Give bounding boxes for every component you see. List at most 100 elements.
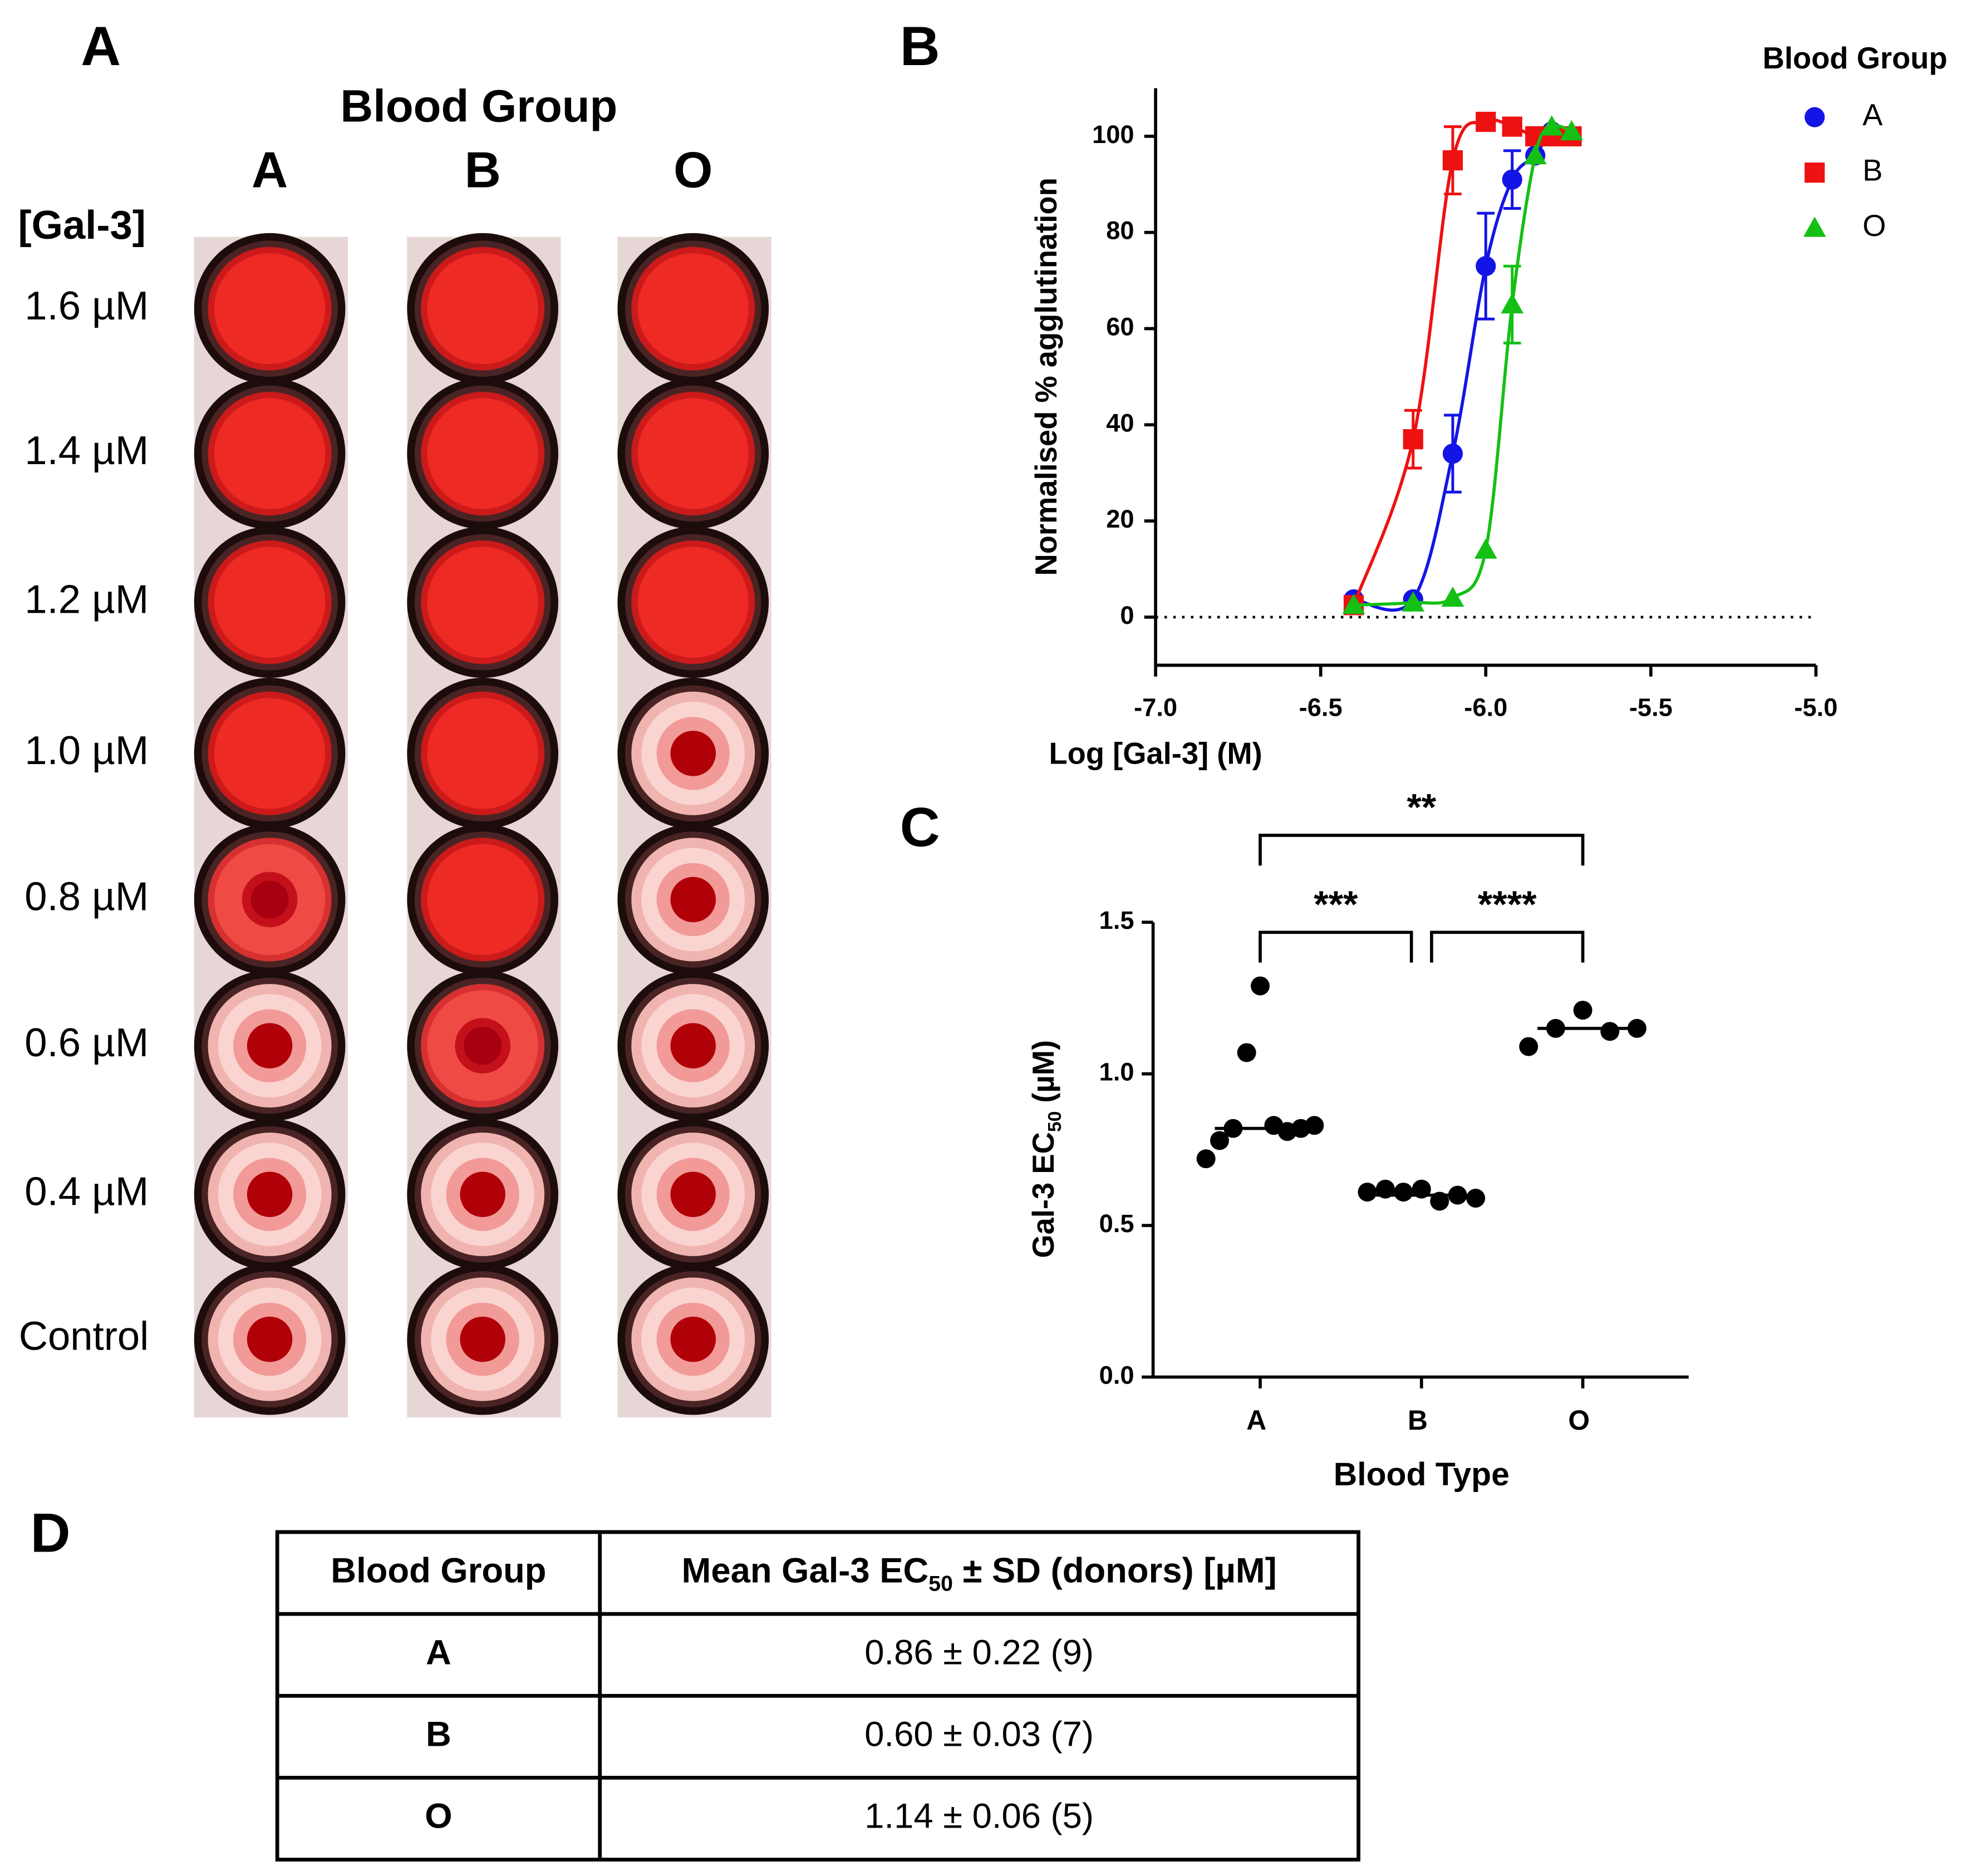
- point: [1358, 1183, 1377, 1202]
- row-label: 0.8 µM: [24, 874, 149, 919]
- y-tick-label: 60: [1106, 312, 1134, 341]
- point: [1523, 144, 1547, 165]
- point: [1560, 120, 1583, 141]
- x-tick-label: -6.5: [1299, 693, 1343, 722]
- panel-label: B: [900, 16, 940, 77]
- point: [1803, 216, 1826, 237]
- table-cell: 0.86 ± 0.22 (9): [864, 1633, 1094, 1672]
- point: [1251, 976, 1270, 996]
- plate-title: Blood Group: [340, 81, 617, 131]
- point: [1519, 1037, 1538, 1056]
- legend-title: Blood Group: [1763, 41, 1948, 75]
- significance-bracket: [1259, 930, 1413, 963]
- legend-marker: [1805, 163, 1825, 183]
- point: [1342, 593, 1365, 614]
- row-label: 1.0 µM: [24, 728, 149, 773]
- y-tick-label: 0.5: [1099, 1209, 1134, 1238]
- label-part: Mean Gal-3 EC: [682, 1551, 929, 1590]
- table-cell: A: [426, 1633, 451, 1672]
- label-part: 50: [928, 1572, 953, 1596]
- well: [214, 546, 326, 658]
- legend-marker: [1805, 107, 1825, 127]
- row-label: 1.2 µM: [24, 577, 149, 622]
- y-axis-label: Gal-3 EC50 (µM): [1027, 1040, 1066, 1258]
- well-button: [460, 1316, 505, 1362]
- x-axis-label: Blood Type: [1334, 1456, 1510, 1493]
- x-tick-label: -6.0: [1464, 693, 1507, 722]
- well: [427, 253, 538, 365]
- y-tick-label: 0: [1120, 601, 1134, 629]
- well-button: [670, 731, 716, 776]
- point: [1305, 1116, 1324, 1135]
- fit-line: [1353, 129, 1572, 612]
- row-label: 0.4 µM: [24, 1169, 149, 1214]
- x-tick-label: O: [1568, 1405, 1590, 1436]
- well-button: [460, 1171, 505, 1217]
- significance-label: ****: [1478, 884, 1537, 925]
- table-header: Blood Group: [331, 1551, 546, 1590]
- x-tick-label: B: [1408, 1405, 1428, 1436]
- point: [1540, 115, 1564, 136]
- legend-label: B: [1862, 154, 1882, 188]
- y-tick-label: 1.5: [1099, 906, 1134, 934]
- table-cell: 1.14 ± 0.06 (5): [864, 1797, 1094, 1836]
- well-button: [670, 1023, 716, 1069]
- table-cell: 0.60 ± 0.03 (7): [864, 1715, 1094, 1754]
- y-tick-label: 0.0: [1099, 1361, 1134, 1389]
- point: [1402, 591, 1425, 612]
- row-label: 1.6 µM: [24, 283, 149, 328]
- well: [637, 398, 749, 509]
- label-part: Gal-3 EC: [1027, 1132, 1061, 1258]
- x-tick-label: -7.0: [1134, 693, 1177, 722]
- x-tick-label: -5.0: [1794, 693, 1837, 722]
- label-part: (µM): [1027, 1040, 1061, 1111]
- well: [427, 844, 538, 956]
- point: [1502, 169, 1522, 190]
- column-label: O: [674, 142, 712, 198]
- point: [1466, 1189, 1486, 1208]
- row-header: [Gal-3]: [18, 203, 146, 248]
- panel-label: C: [900, 797, 940, 859]
- y-tick-label: 40: [1106, 408, 1134, 437]
- point: [1441, 587, 1464, 607]
- point: [1805, 163, 1825, 183]
- well-button: [670, 877, 716, 923]
- well: [637, 253, 749, 365]
- y-tick-label: 20: [1106, 505, 1134, 533]
- column-label: A: [252, 142, 288, 198]
- point: [1237, 1043, 1256, 1062]
- well: [427, 398, 538, 509]
- well-button: [670, 1316, 716, 1362]
- well: [427, 698, 538, 809]
- point: [1476, 256, 1496, 277]
- point: [1627, 1018, 1646, 1038]
- y-tick-label: 1.0: [1099, 1058, 1134, 1086]
- legend-label: A: [1862, 98, 1883, 132]
- x-tick-label: A: [1246, 1405, 1266, 1436]
- y-tick-label: 80: [1106, 216, 1134, 245]
- panel-label: D: [31, 1502, 71, 1564]
- significance-label: ***: [1314, 884, 1358, 925]
- point: [1600, 1022, 1620, 1041]
- point: [1442, 150, 1463, 171]
- well-button: [670, 1171, 716, 1217]
- table-cell: B: [426, 1715, 451, 1754]
- well: [214, 253, 326, 365]
- well-button: [247, 1023, 293, 1069]
- well: [214, 398, 326, 509]
- fit-line: [1353, 124, 1572, 607]
- point: [1502, 116, 1522, 137]
- row-label: 1.4 µM: [24, 428, 149, 473]
- well-button: [247, 1171, 293, 1217]
- point: [1403, 429, 1423, 450]
- well: [637, 546, 749, 658]
- point: [1442, 444, 1463, 464]
- x-axis-label: Log [Gal-3] (M): [1049, 737, 1262, 771]
- point: [1196, 1149, 1216, 1169]
- well: [427, 546, 538, 658]
- point: [1474, 538, 1497, 559]
- point: [1805, 107, 1825, 127]
- panel-label: A: [81, 16, 121, 77]
- row-label: Control: [19, 1314, 149, 1359]
